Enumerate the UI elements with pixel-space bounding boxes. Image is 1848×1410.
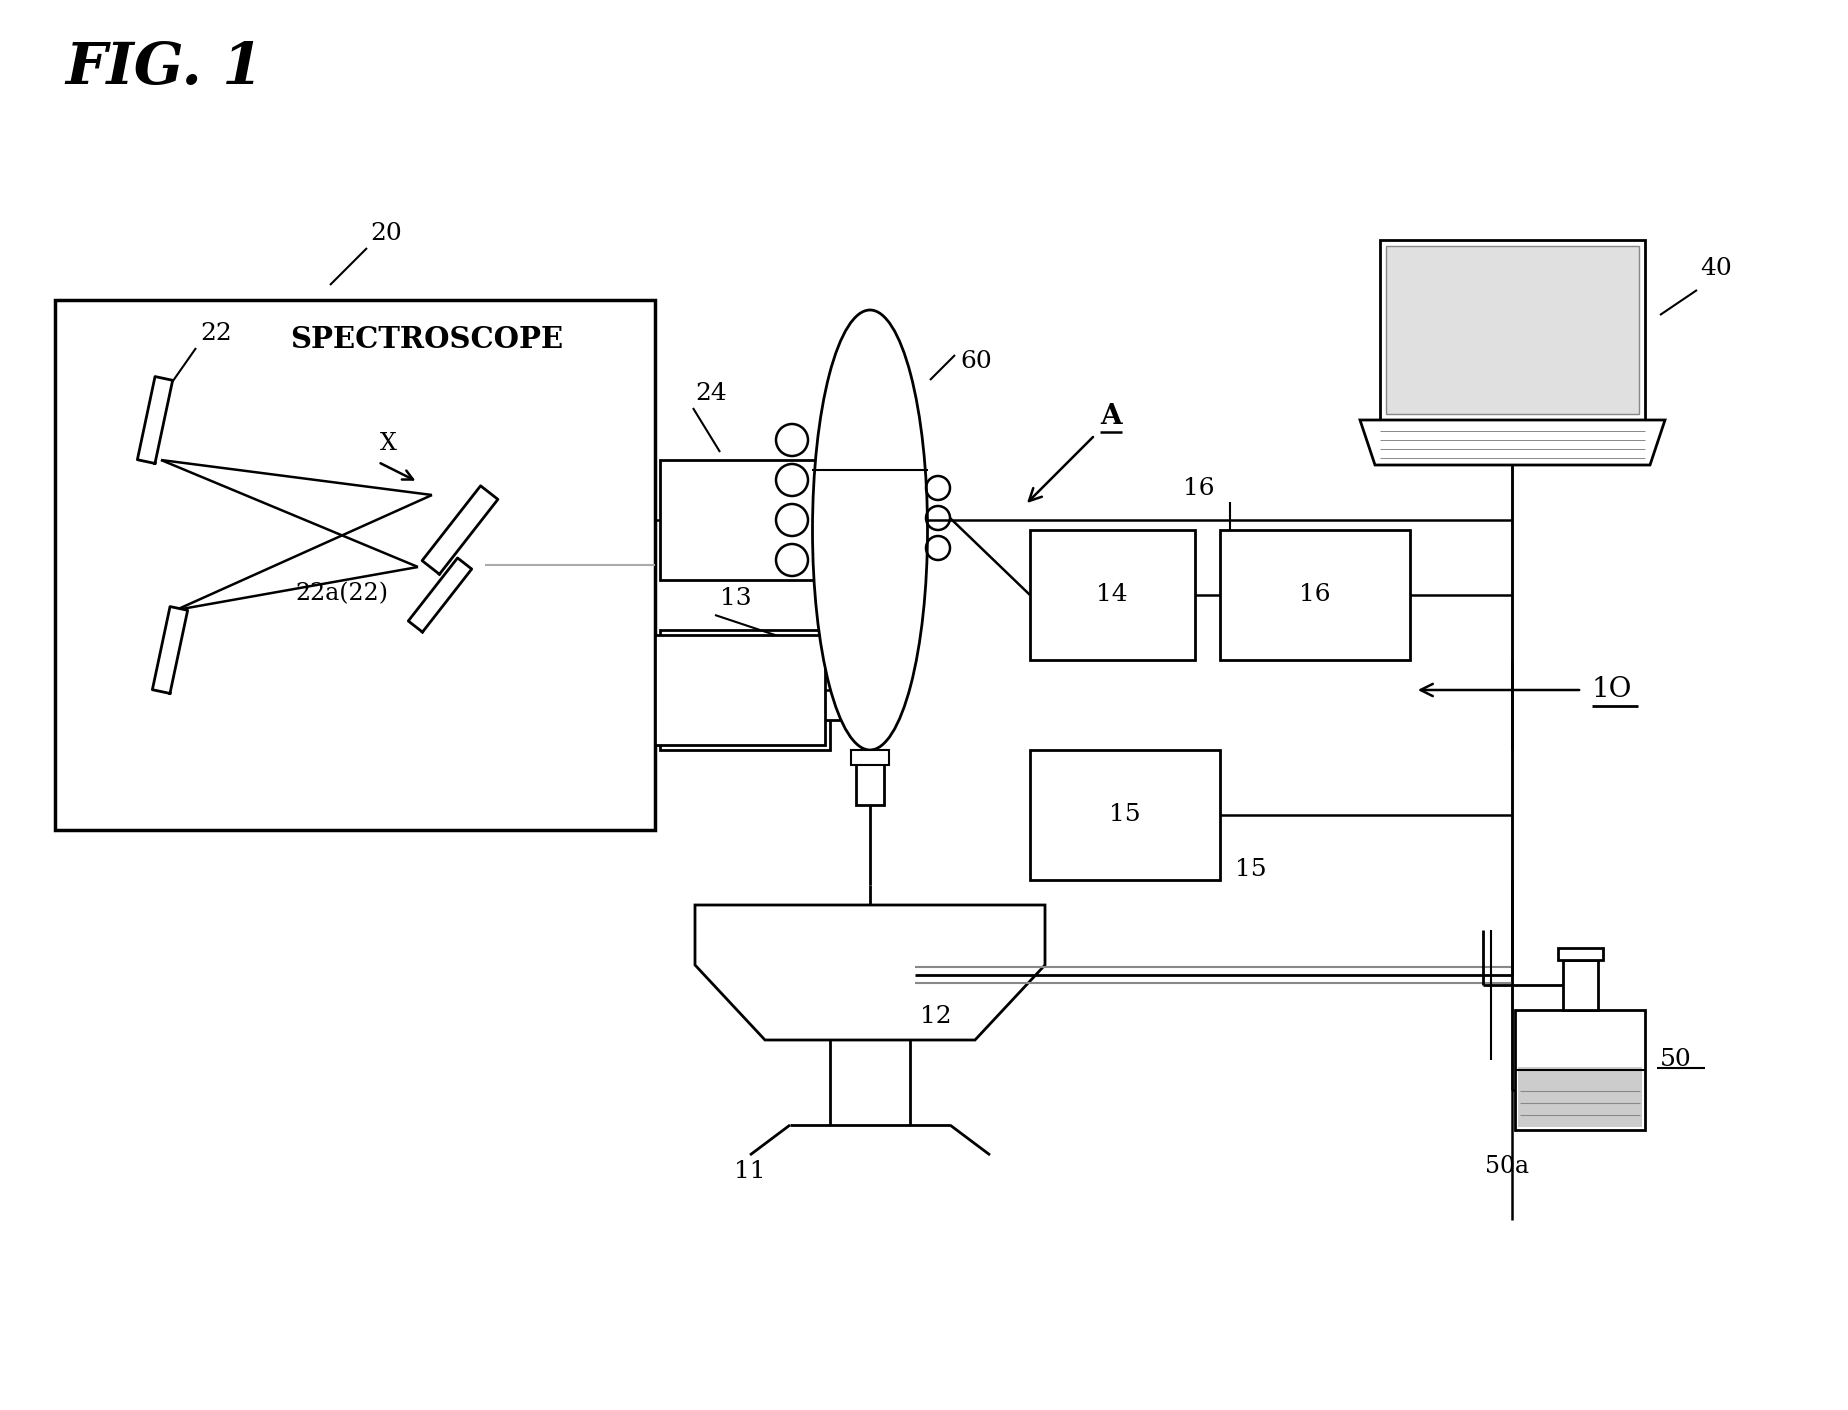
Bar — [1558, 948, 1602, 960]
Text: 24: 24 — [695, 382, 726, 405]
Bar — [654, 634, 824, 744]
Text: X: X — [381, 431, 397, 455]
Text: 13: 13 — [719, 587, 752, 611]
Bar — [1029, 750, 1220, 880]
Bar — [1029, 530, 1194, 660]
Text: 22a(22): 22a(22) — [296, 582, 388, 605]
Polygon shape — [695, 905, 1044, 1041]
Text: FIG. 1: FIG. 1 — [65, 39, 262, 96]
Bar — [856, 750, 883, 805]
Polygon shape — [152, 606, 187, 694]
Bar — [1386, 245, 1637, 415]
Polygon shape — [408, 558, 471, 632]
Text: 1O: 1O — [1591, 677, 1632, 704]
Bar — [1220, 530, 1410, 660]
Polygon shape — [137, 376, 172, 464]
Bar — [660, 630, 830, 750]
Bar — [1517, 1067, 1641, 1127]
Bar — [1562, 960, 1597, 1010]
Text: 60: 60 — [959, 350, 991, 374]
Text: 14: 14 — [1096, 584, 1127, 606]
Text: 16: 16 — [1299, 584, 1331, 606]
Text: 20: 20 — [370, 221, 401, 245]
Polygon shape — [421, 486, 497, 574]
Text: 50: 50 — [1660, 1049, 1691, 1072]
Bar — [660, 460, 830, 580]
Text: 12: 12 — [920, 1005, 952, 1028]
Bar — [817, 660, 841, 721]
Ellipse shape — [811, 310, 928, 750]
Text: 11: 11 — [734, 1160, 765, 1183]
Text: SPECTROSCOPE: SPECTROSCOPE — [290, 324, 564, 354]
Bar — [1514, 1010, 1645, 1129]
Bar — [850, 750, 889, 766]
Bar — [1386, 245, 1637, 415]
Text: 15: 15 — [1109, 804, 1140, 826]
Text: A: A — [1100, 403, 1122, 430]
Bar — [1379, 240, 1645, 420]
Text: 22: 22 — [200, 321, 231, 345]
Text: 16: 16 — [1183, 477, 1214, 501]
Bar — [55, 300, 654, 830]
Text: 50a: 50a — [1484, 1155, 1528, 1177]
Text: 21: 21 — [857, 673, 889, 695]
Polygon shape — [1360, 420, 1663, 465]
Text: 15: 15 — [1234, 859, 1266, 881]
Text: 40: 40 — [1698, 257, 1732, 281]
